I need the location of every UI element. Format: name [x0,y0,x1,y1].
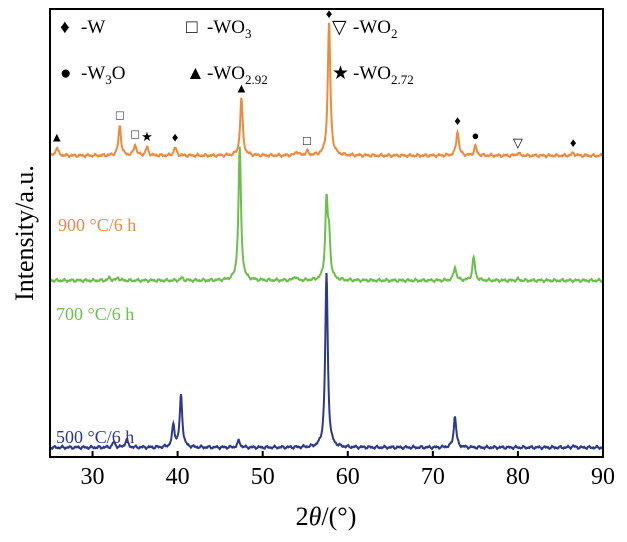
plot-frame [49,8,604,458]
x-axis-label: 2θ/(°) [296,502,357,531]
peak-marker: □ [303,133,311,148]
legend-label: -WO2 [353,17,397,41]
legend-label-main: -WO [207,63,245,84]
x-ticks: 30 40 50 60 70 80 90 [81,451,615,490]
legend-label-subscript: 3 [105,72,112,87]
peak-marker: ● [471,128,479,143]
x-axis-label-prefix: 2 [296,502,309,531]
peak-marker: ▲ [235,81,248,96]
legend-symbol: ▲ [186,63,205,84]
legend-label: -W3O [81,63,126,87]
legend-symbol: ▽ [332,17,347,38]
peak-marker: ▲ [50,129,63,144]
peak-marker: ♦ [172,129,179,144]
legend-symbol: ● [60,63,71,84]
legend-label-subscript: 2 [391,26,398,41]
legend-label-subscript: 3 [245,26,252,41]
x-tick-label: 50 [251,464,275,490]
x-tick-label: 90 [591,464,615,490]
peak-marker: □ [131,126,139,141]
legend: ♦ -W □ -WO3 ▽ -WO2● -W3O ▲ -WO2.92 ★ -WO2.72 [60,17,414,87]
legend-symbol: ♦ [60,17,70,38]
legend-symbol: ★ [332,63,349,84]
legend-label-main: -W [81,17,105,38]
series-line-2 [49,272,604,451]
legend-label-main: -WO [353,63,391,84]
legend-label-subscript: 2.72 [391,72,414,87]
peak-marker: □ [116,108,124,123]
x-tick-label: 60 [336,464,360,490]
peak-marker: ♦ [454,113,461,128]
legend-symbol: □ [186,17,198,38]
x-tick-label: 70 [421,464,445,490]
x-axis-label-theta: θ [309,502,322,531]
series-label: 500 °C/6 h [56,427,134,447]
legend-label: -WO2.72 [353,63,414,87]
legend-label: -W [81,17,105,38]
series-label: 700 °C/6 h [56,304,134,324]
peak-marker: ▽ [513,135,523,150]
series-label: 900 °C/6 h [58,215,136,235]
y-axis-label: Intensity/a.u. [10,165,39,301]
x-tick-label: 30 [81,464,105,490]
peak-marker: ♦ [326,6,333,21]
x-tick-label: 40 [166,464,190,490]
peak-marker: ♦ [570,135,577,150]
series-line-0 [49,22,604,159]
legend-label-main: -W [81,63,105,84]
series-line-1 [49,146,604,284]
peak-marker: ★ [141,129,153,144]
legend-label-subscript: 2.92 [245,72,268,87]
legend-label: -WO3 [207,17,251,41]
legend-label-main: -WO [207,17,245,38]
x-axis-label-suffix: /(°) [321,502,356,531]
legend-label-tail: O [112,63,126,84]
x-tick-label: 80 [506,464,530,490]
legend-label: -WO2.92 [207,63,268,87]
legend-label-main: -WO [353,17,391,38]
